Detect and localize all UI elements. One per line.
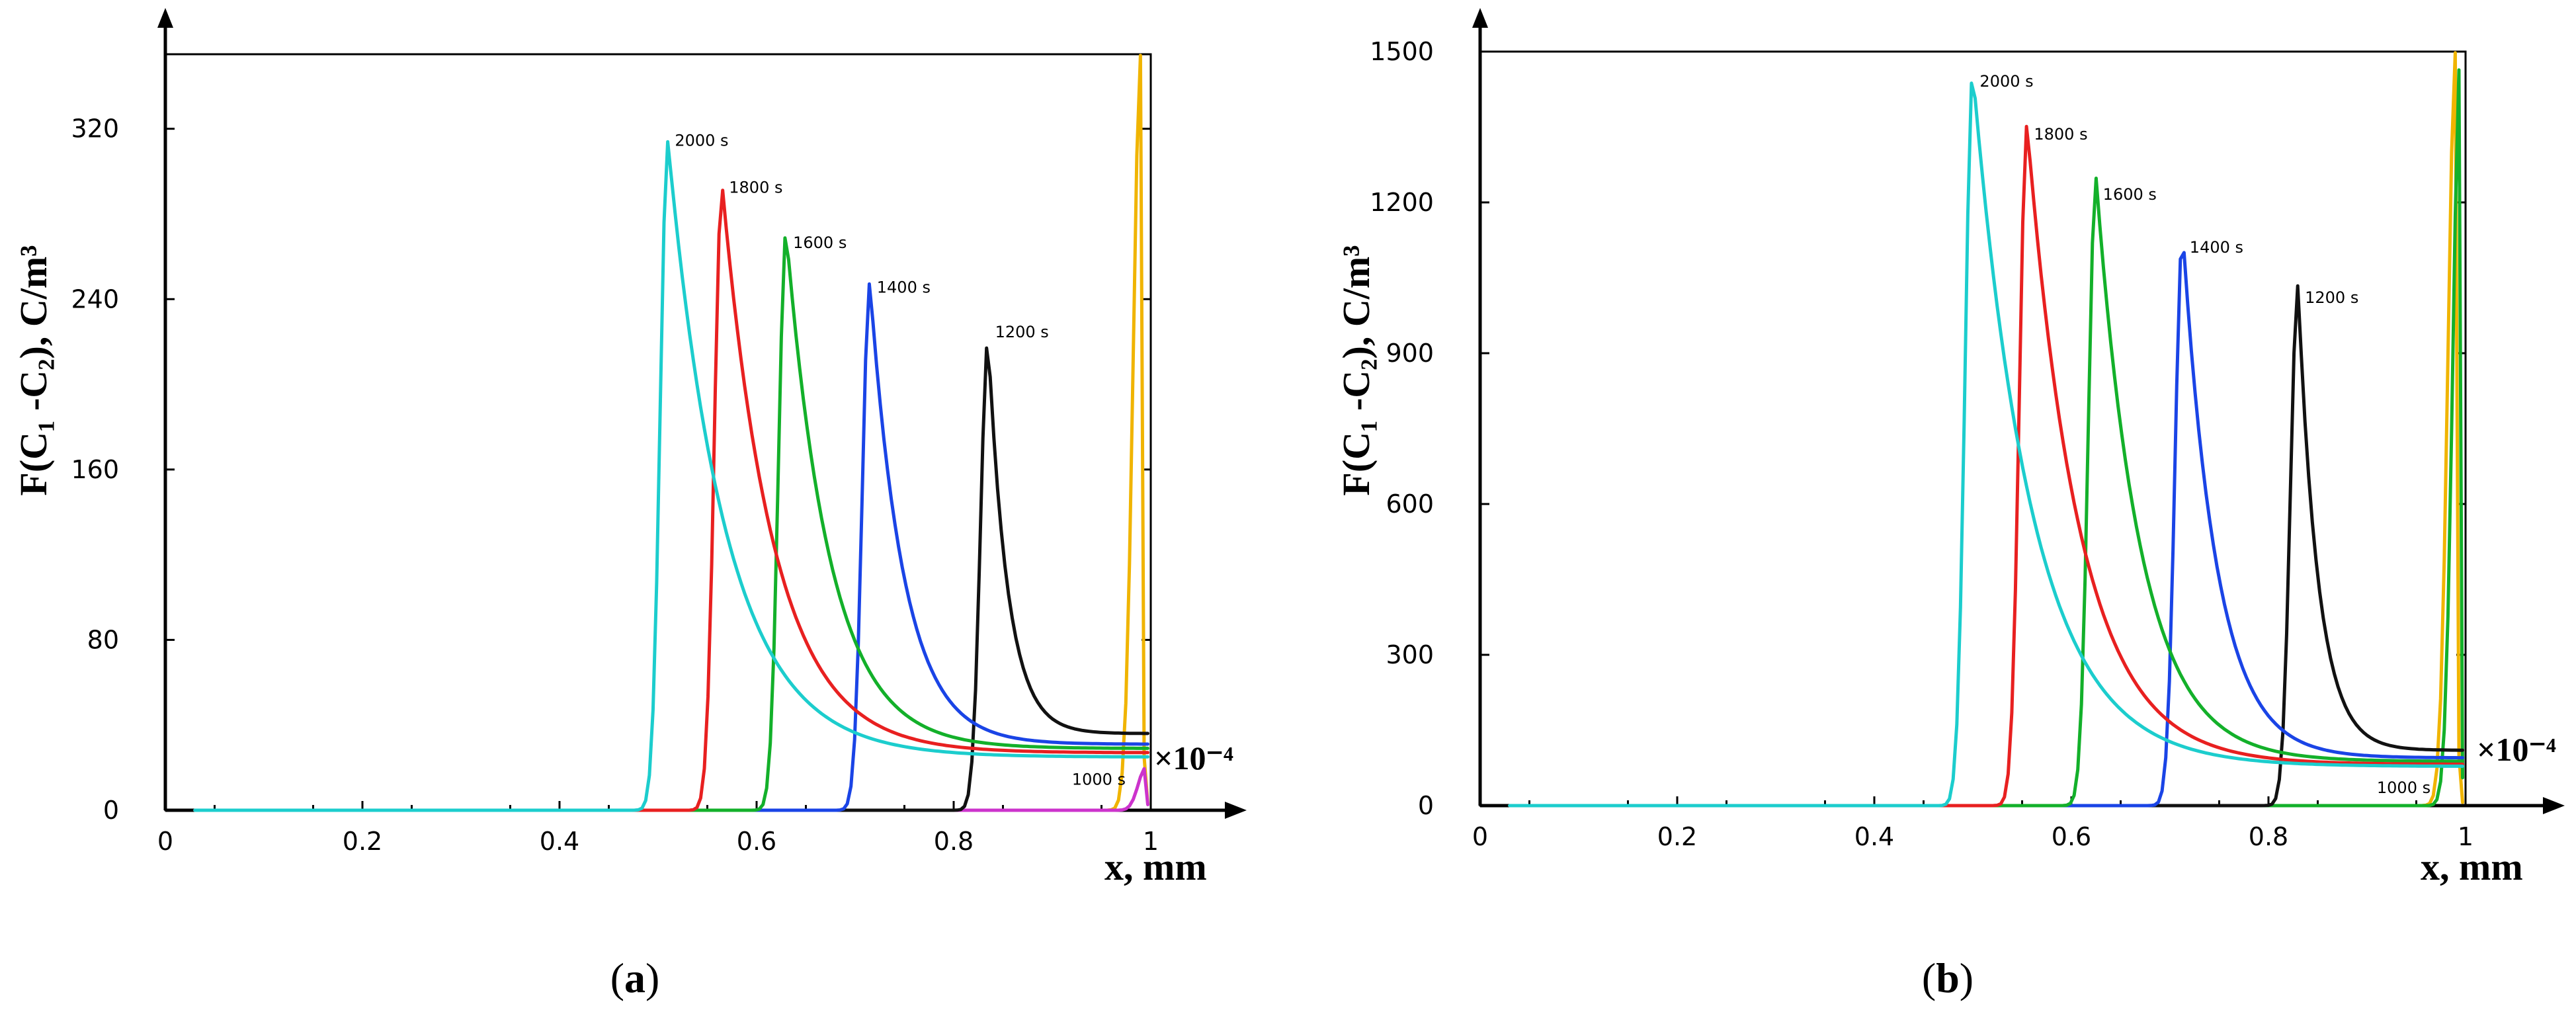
- panel-a-caption-letter: a: [624, 954, 645, 1001]
- panel-b-ticks: 0 0.2 0.4 0.6 0.8 1 0 300 600 900 1200 1500: [1370, 37, 2473, 851]
- panel-b-plot-frame: [1479, 50, 2467, 807]
- panel-b-caption: (b): [1922, 954, 1974, 1001]
- panel-b-series: [1508, 51, 2464, 808]
- series-label: 1400 s: [877, 278, 931, 297]
- x-tick-label: 0.6: [2052, 822, 2091, 851]
- panel-b-x-axis-title: x, mm: [2421, 845, 2523, 888]
- panel-a-series: [193, 54, 1149, 812]
- series-line-1800-s: [193, 189, 1149, 812]
- series-label: 1800 s: [2034, 125, 2087, 144]
- y-tick-label: 600: [1386, 489, 1434, 519]
- y-tick-label: 900: [1386, 339, 1434, 368]
- y-tick-label: 80: [87, 625, 119, 654]
- x-tick-label: 0.8: [934, 827, 974, 856]
- panel-a-ticks: 0 0.2 0.4 0.6 0.8 1 0 80 160 240 320: [71, 114, 1159, 856]
- panel-b-y-axis-title: F(C₁ -C₂), C/m³: [1335, 245, 1378, 495]
- panel-a-x-axis-title: x, mm: [1104, 845, 1207, 888]
- series-line-1400-s: [193, 282, 1149, 812]
- x-tick-label: 0.2: [1657, 822, 1697, 851]
- x-tick-label: 0.6: [737, 827, 776, 856]
- panel-a-x-multiplier: ×10⁻⁴: [1154, 739, 1233, 777]
- x-tick-label: 1: [2458, 822, 2473, 851]
- series-label: 2000 s: [1979, 72, 2033, 91]
- series-label: 1000 s: [1072, 770, 1126, 788]
- series-line-2000-s: [1508, 81, 2464, 808]
- series-label: 1200 s: [2305, 288, 2358, 307]
- series-line-1400-s: [1508, 251, 2464, 808]
- x-tick-label: 0.8: [2249, 822, 2288, 851]
- panel-a-y-axis-arrow: [157, 8, 173, 28]
- x-tick-label: 0: [157, 827, 173, 856]
- y-tick-label: 160: [71, 455, 119, 484]
- y-tick-label: 300: [1386, 640, 1434, 669]
- panel-a-plot-frame: [164, 53, 1152, 812]
- series-line-1000-s-edge-: [193, 767, 1149, 812]
- series-label: 2000 s: [675, 131, 728, 149]
- panel-a-series-labels: 1000 s 1200 s 1400 s 1600 s 1800 s 2000 s: [675, 131, 1126, 788]
- panel-b-x-multiplier: ×10⁻⁴: [2477, 731, 2556, 768]
- y-tick-label: 320: [71, 114, 119, 144]
- series-label: 1400 s: [2190, 238, 2243, 257]
- panel-a-caption: (a): [610, 954, 660, 1001]
- series-line-1600-s: [1508, 177, 2464, 808]
- series-label: 1600 s: [2103, 185, 2157, 204]
- series-line-1800-s: [1508, 124, 2464, 808]
- series-line-2000-s: [193, 140, 1149, 812]
- series-label: 1800 s: [729, 178, 782, 196]
- panel-b-y-axis-arrow: [1472, 8, 1488, 28]
- panel-b-series-labels: 1000 s 1200 s 1400 s 1600 s 1800 s 2000 s: [1979, 72, 2431, 797]
- series-line-1000-s: [1508, 51, 2464, 808]
- series-line-1200-s: [1508, 284, 2464, 808]
- x-tick-label: 0.4: [1854, 822, 1894, 851]
- y-tick-label: 1200: [1370, 188, 1434, 217]
- y-tick-label: 0: [1418, 791, 1434, 820]
- series-label: 1600 s: [793, 233, 847, 252]
- x-tick-label: 0: [1472, 822, 1488, 851]
- y-tick-label: 240: [71, 284, 119, 314]
- series-label: 1000 s: [2377, 779, 2431, 797]
- series-label: 1200 s: [995, 323, 1049, 341]
- y-tick-label: 0: [103, 796, 119, 825]
- x-tick-label: 1: [1143, 827, 1159, 856]
- panel-a-y-axis-title: F(C₁ -C₂), C/m³: [12, 245, 55, 495]
- y-tick-label: 1500: [1370, 37, 1434, 66]
- panel-b-x-axis-arrow: [2543, 797, 2565, 814]
- panel-a-x-axis-arrow: [1225, 802, 1247, 819]
- series-line-1200-s: [193, 346, 1149, 812]
- series-line-1000-s-edge-: [1508, 68, 2464, 808]
- panel-b-caption-letter: b: [1936, 954, 1960, 1001]
- x-tick-label: 0.4: [540, 827, 579, 856]
- x-tick-label: 0.2: [343, 827, 382, 856]
